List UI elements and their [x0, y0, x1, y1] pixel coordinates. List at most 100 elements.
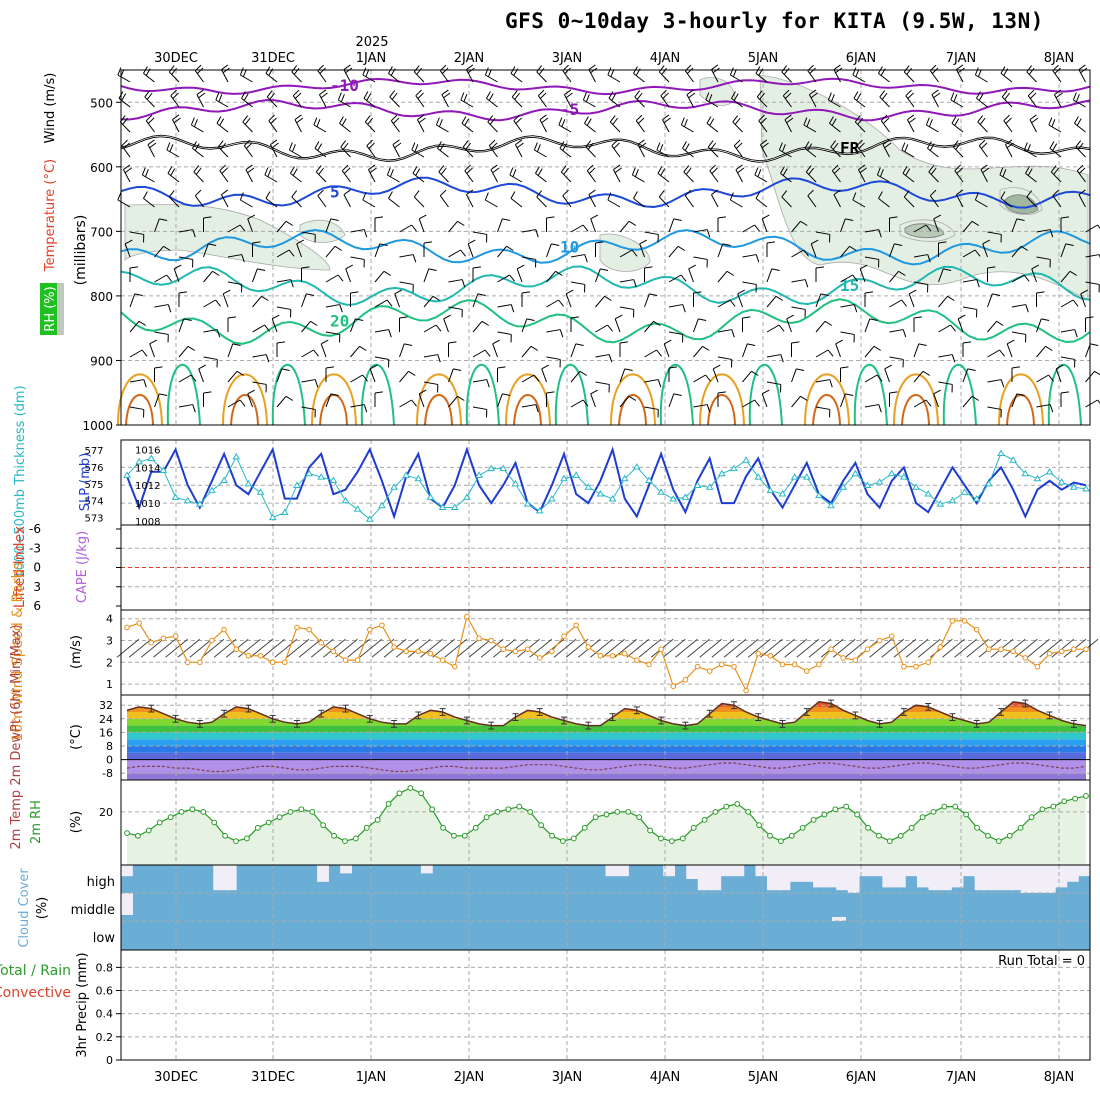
wind-barb	[497, 274, 515, 283]
wind-barb	[758, 114, 768, 133]
wind-barb	[423, 324, 442, 333]
top-date-label: 3JAN	[552, 51, 583, 66]
rh-point	[625, 808, 632, 815]
thickness-point	[305, 469, 313, 477]
cloud-gap	[1055, 865, 1068, 888]
thickness-point	[438, 503, 447, 510]
wind-barb	[1011, 366, 1020, 382]
bottom-date-label: 6JAN	[846, 1070, 877, 1085]
wind-barb	[778, 142, 792, 158]
wind-speed-point	[403, 648, 410, 655]
wind-barb	[488, 139, 498, 158]
rh-point	[603, 811, 610, 818]
wind-barb	[536, 65, 547, 83]
wind-barb	[562, 189, 572, 208]
rh-point	[167, 814, 174, 821]
isotherm-line	[319, 394, 348, 426]
precip-convective-label: Convective	[0, 985, 71, 1001]
wind-barb	[497, 218, 511, 233]
wind-barb	[423, 354, 441, 363]
wind-barb	[766, 354, 784, 363]
wind-barb	[119, 115, 131, 133]
wind-barb	[609, 115, 621, 133]
wind-barb	[815, 266, 824, 282]
wind-speed-point	[743, 687, 749, 694]
wind-barb	[143, 66, 155, 83]
wind-barb	[962, 220, 980, 233]
wind-barb	[1078, 64, 1088, 83]
rh-point	[527, 808, 534, 815]
wind-barb	[731, 91, 743, 108]
wind-barb	[974, 192, 988, 208]
wind-barb	[913, 254, 931, 263]
wind-barb	[448, 395, 465, 408]
wind-speed-point	[682, 676, 689, 683]
wind-barb	[864, 256, 880, 268]
wind-barb	[693, 345, 710, 358]
wind-barb	[1052, 189, 1062, 208]
wind-barb	[903, 65, 915, 83]
wind-barb	[732, 115, 743, 133]
wind-barb	[563, 89, 573, 108]
temp-tick-label: 8	[106, 740, 113, 753]
wind-barb	[364, 115, 376, 133]
wind-barb	[462, 140, 474, 158]
wind-barb	[392, 139, 402, 158]
wind-barb	[590, 214, 598, 233]
wind-barb	[116, 638, 140, 658]
wind-barb	[359, 638, 383, 658]
wind-barb	[371, 638, 395, 658]
rh-point	[799, 824, 806, 831]
wind-barb	[913, 281, 929, 293]
temp-band	[127, 725, 1086, 733]
wind-axis-label: Wind (m/s)	[43, 73, 58, 144]
rh-point	[287, 808, 294, 815]
wind-barb	[546, 216, 555, 232]
wind-speed-point	[366, 626, 373, 633]
thickness-point	[972, 495, 981, 502]
wind-barb	[301, 266, 310, 282]
wind-barb	[1031, 264, 1039, 283]
wind-barb	[399, 254, 417, 263]
wind-barb	[472, 266, 481, 282]
wind-barb	[1085, 224, 1100, 233]
thickness-point	[547, 495, 556, 502]
wind-barb	[955, 64, 965, 83]
precip-total-label: Total / Rain	[0, 963, 71, 979]
wind-barb	[706, 116, 719, 133]
wind-barb	[607, 67, 621, 83]
wind-barb	[644, 293, 658, 308]
wind-barb	[717, 391, 726, 407]
wind-barb	[766, 268, 780, 283]
rh-point	[581, 824, 588, 831]
wind-barb	[154, 218, 168, 233]
rh-point	[265, 819, 272, 826]
wind-barb	[343, 189, 351, 208]
cloud-gap	[824, 865, 837, 888]
wind-barb	[521, 318, 535, 333]
wind-barb	[484, 67, 498, 83]
wind-barb	[505, 638, 528, 658]
rh-point	[276, 814, 283, 821]
wind-speed-point	[658, 646, 664, 653]
wind-barb	[684, 189, 694, 208]
wind-barb	[345, 264, 353, 283]
wind-barb	[840, 218, 854, 233]
wind-barb	[559, 141, 572, 158]
rh-point	[298, 806, 305, 813]
wind-barb	[276, 306, 292, 318]
wind-barb	[742, 281, 757, 293]
wind-speed-point	[427, 650, 434, 657]
cloud-gap	[732, 865, 745, 877]
wind-barb	[595, 268, 609, 283]
wind-barb	[350, 229, 368, 238]
cloud-gap	[778, 865, 791, 891]
wind-barb	[314, 141, 327, 158]
slp-tick-label: 1010	[135, 499, 160, 510]
wind-barb	[203, 299, 221, 308]
wind-speed-point	[245, 652, 252, 659]
wind-barb	[595, 241, 604, 257]
wind-barb	[612, 164, 622, 183]
rh-area	[759, 74, 1089, 301]
wind-barb	[840, 366, 849, 382]
